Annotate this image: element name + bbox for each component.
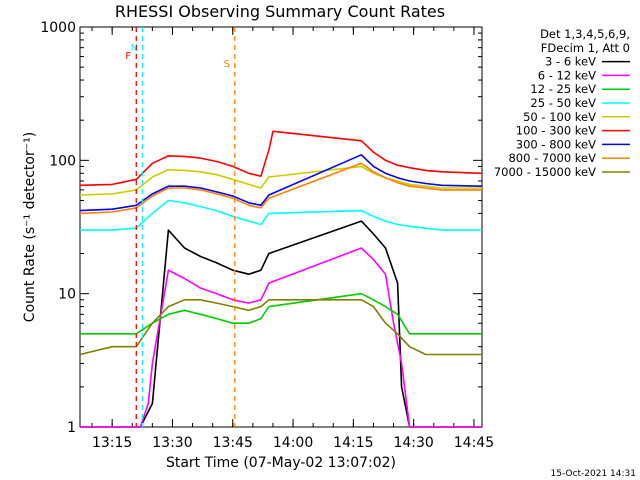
y-tick-label: 1000 bbox=[40, 20, 76, 36]
series-line-1 bbox=[80, 220, 482, 428]
legend-header-line: Det 1,3,4,5,6,9, bbox=[540, 27, 630, 41]
legend-label-1: 3 - 6 keV bbox=[545, 55, 596, 69]
series-line-6 bbox=[79, 130, 483, 187]
legend-label-4: 25 - 50 keV bbox=[530, 96, 596, 110]
plot-frame bbox=[79, 26, 483, 428]
series-line-9 bbox=[79, 298, 482, 356]
marker-label-s: S bbox=[224, 59, 230, 70]
x-tick-label: 14:45 bbox=[454, 435, 494, 451]
legend-label-8: 800 - 7000 keV bbox=[508, 151, 596, 165]
legend-header-line: FDecim 1, Att 0 bbox=[541, 41, 630, 55]
series-line-7 bbox=[79, 154, 483, 212]
x-tick-label: 14:00 bbox=[273, 435, 313, 451]
series-line-8 bbox=[79, 162, 482, 215]
y-axis-label: Count Rate (s⁻¹ detector⁻¹) bbox=[22, 132, 38, 322]
legend-label-6: 100 - 300 keV bbox=[516, 124, 596, 138]
series-line-3 bbox=[80, 292, 482, 335]
y-tick-label: 1 bbox=[67, 420, 76, 436]
legend-label-9: 7000 - 15000 keV bbox=[494, 165, 596, 179]
marker-label-f: F bbox=[125, 51, 131, 62]
legend-label-2: 6 - 12 keV bbox=[538, 68, 596, 82]
x-tick-label: 13:45 bbox=[213, 435, 253, 451]
x-axis-label: Start Time (07-May-02 13:07:02) bbox=[166, 455, 396, 471]
x-tick-label: 13:30 bbox=[152, 435, 192, 451]
series-line-5 bbox=[79, 165, 482, 196]
x-tick-label: 14:30 bbox=[393, 435, 433, 451]
chart-title: RHESSI Observing Summary Count Rates bbox=[115, 2, 445, 21]
x-tick-label: 14:15 bbox=[333, 435, 373, 451]
marker-label-n: N bbox=[131, 43, 138, 54]
series-line-4 bbox=[80, 199, 482, 231]
legend-label-3: 12 - 25 keV bbox=[530, 82, 596, 96]
timestamp: 15-Oct-2021 14:31 bbox=[551, 469, 636, 479]
y-tick-label: 100 bbox=[49, 153, 76, 169]
legend-label-7: 300 - 800 keV bbox=[516, 137, 596, 151]
x-tick-label: 13:15 bbox=[92, 435, 132, 451]
legend-label-5: 50 - 100 keV bbox=[523, 110, 596, 124]
y-tick-label: 10 bbox=[58, 287, 76, 303]
series-line-2 bbox=[80, 247, 482, 428]
